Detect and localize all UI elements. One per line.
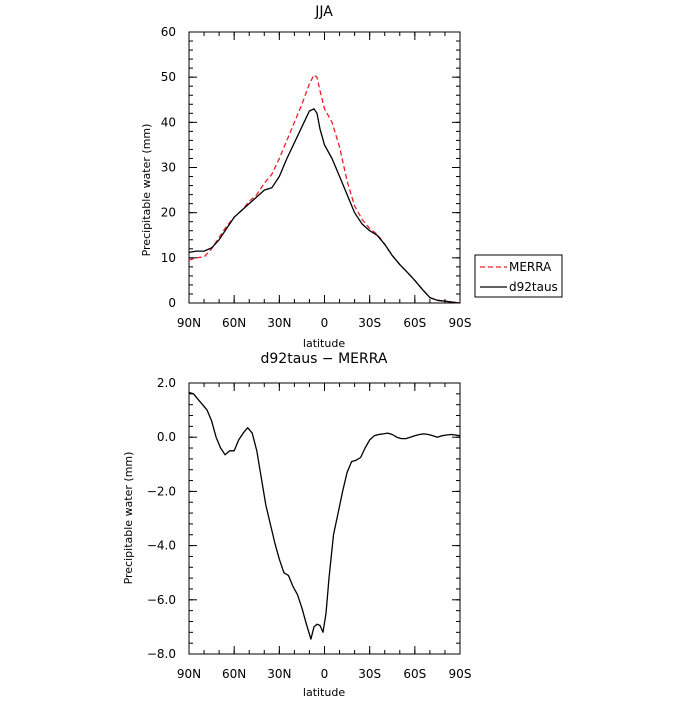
y-tick-label: 50 bbox=[161, 70, 176, 84]
y-axis-label: Precipitable water (mm) bbox=[140, 124, 153, 257]
series-line-merra bbox=[188, 74, 461, 304]
x-tick-label: 90S bbox=[449, 316, 472, 330]
x-tick-label: 0 bbox=[321, 667, 329, 681]
x-tick-label: 30S bbox=[358, 316, 381, 330]
chart-title: JJA bbox=[314, 4, 333, 20]
x-tick-label: 90N bbox=[177, 316, 201, 330]
y-tick-label: 0 bbox=[168, 296, 176, 310]
y-tick-label: 20 bbox=[161, 206, 176, 220]
plot-frame bbox=[188, 31, 461, 304]
legend: MERRA d92taus bbox=[474, 254, 563, 298]
x-tick-label: 30N bbox=[267, 316, 291, 330]
legend-label-merra: MERRA bbox=[509, 260, 552, 274]
legend-box bbox=[474, 254, 563, 298]
x-tick-label: 90N bbox=[177, 667, 201, 681]
x-tick-label: 0 bbox=[321, 316, 329, 330]
x-tick-label: 60N bbox=[222, 316, 246, 330]
x-axis-label: latitude bbox=[303, 686, 345, 699]
x-tick-label: 60S bbox=[403, 316, 426, 330]
series-line-difference bbox=[188, 391, 461, 640]
y-axis-label: Precipitable water (mm) bbox=[122, 452, 135, 585]
x-tick-label: 30S bbox=[358, 667, 381, 681]
y-tick-label: 0.0 bbox=[157, 430, 176, 444]
y-tick-label: 10 bbox=[161, 251, 176, 265]
x-tick-label: 30N bbox=[267, 667, 291, 681]
x-axis-label: latitude bbox=[303, 337, 345, 350]
y-tick-label: −8.0 bbox=[147, 647, 176, 661]
x-tick-label: 60N bbox=[222, 667, 246, 681]
y-tick-label: 30 bbox=[161, 161, 176, 175]
legend-label-d92taus: d92taus bbox=[509, 280, 558, 294]
y-tick-label: 2.0 bbox=[157, 376, 176, 390]
plot-frame bbox=[188, 382, 461, 655]
y-tick-label: 60 bbox=[161, 25, 176, 39]
panel-top: JJA latitude Precipitable water (mm) 90N… bbox=[140, 4, 471, 350]
series-line-d92taus bbox=[188, 108, 461, 304]
y-tick-label: −4.0 bbox=[147, 539, 176, 553]
panel-bottom: d92taus − MERRA latitude Precipitable wa… bbox=[122, 351, 471, 699]
y-tick-label: −2.0 bbox=[147, 484, 176, 498]
y-tick-label: 40 bbox=[161, 115, 176, 129]
x-tick-label: 60S bbox=[403, 667, 426, 681]
x-tick-label: 90S bbox=[449, 667, 472, 681]
chart-title: d92taus − MERRA bbox=[261, 351, 388, 367]
y-tick-label: −6.0 bbox=[147, 593, 176, 607]
